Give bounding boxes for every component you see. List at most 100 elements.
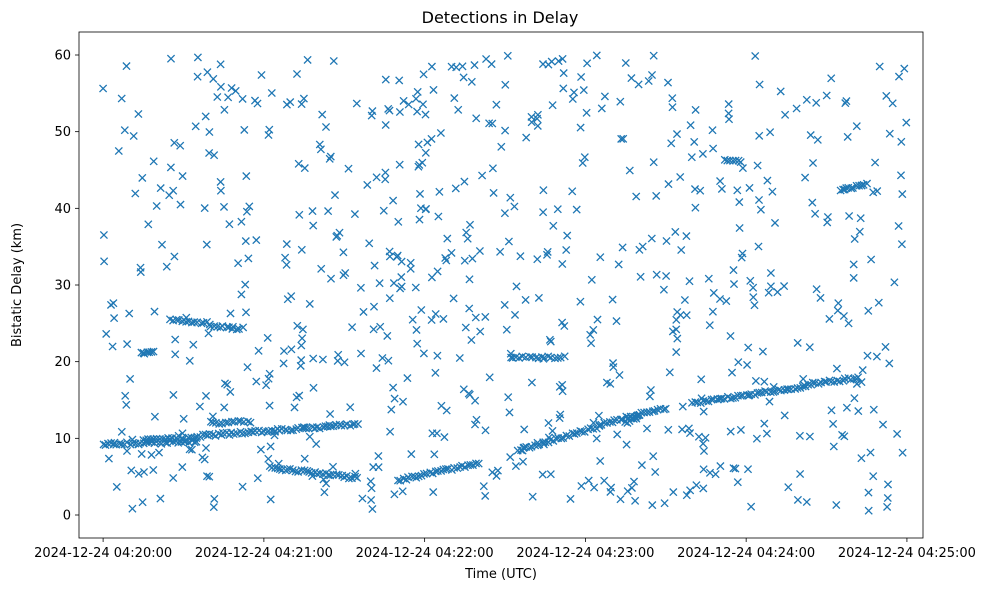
detection-marker (645, 392, 654, 401)
detection-marker (274, 459, 283, 468)
y-tick-label: 50 (54, 125, 71, 140)
detection-marker (548, 101, 557, 110)
detection-marker (442, 256, 451, 265)
detection-marker (374, 463, 383, 472)
detection-marker (195, 402, 204, 411)
detection-marker (812, 98, 821, 107)
detection-marker (359, 307, 368, 316)
detection-marker (890, 278, 899, 287)
detection-marker (708, 126, 717, 135)
detection-marker (231, 86, 240, 95)
detection-marker (385, 294, 394, 303)
detection-marker (864, 506, 873, 515)
detection-marker (227, 83, 236, 93)
detection-marker (309, 383, 318, 392)
detection-marker (501, 80, 510, 89)
detection-marker (854, 407, 863, 416)
detection-marker (699, 446, 709, 456)
detection-marker (527, 112, 536, 121)
detection-marker (308, 207, 317, 216)
detection-marker (398, 487, 407, 496)
detection-marker (897, 240, 906, 249)
detection-marker (418, 158, 427, 167)
detection-marker (185, 356, 194, 365)
detection-marker (126, 374, 135, 383)
detection-marker (185, 445, 194, 454)
detection-marker (110, 314, 119, 323)
detection-marker (808, 158, 818, 168)
detection-marker (736, 425, 745, 434)
detection-marker (369, 302, 379, 311)
detection-marker (122, 400, 131, 409)
detection-marker (298, 334, 307, 343)
detection-marker (128, 504, 137, 513)
detection-marker (539, 354, 548, 363)
detection-marker (563, 231, 572, 240)
detection-marker (375, 279, 384, 288)
detection-marker (367, 495, 376, 505)
detection-marker (750, 301, 759, 310)
detection-marker (351, 469, 360, 478)
detection-marker (488, 164, 497, 173)
detection-marker (765, 397, 774, 406)
detection-marker (649, 51, 658, 60)
detection-marker (187, 445, 196, 454)
detection-marker (427, 62, 436, 71)
detection-marker (744, 343, 753, 352)
detection-marker (406, 258, 415, 267)
detection-marker (414, 140, 423, 149)
detection-marker (226, 309, 235, 318)
detection-marker (729, 464, 738, 473)
detection-marker (470, 61, 479, 70)
detection-marker (832, 364, 841, 373)
detection-marker (463, 234, 472, 243)
detection-marker (746, 276, 755, 285)
detection-marker (404, 100, 413, 109)
detection-marker (691, 203, 700, 212)
detection-marker (668, 94, 677, 103)
detection-marker (577, 481, 586, 491)
detection-marker (768, 187, 777, 196)
detection-marker (558, 259, 567, 269)
detection-marker (864, 488, 873, 497)
detection-marker (458, 62, 467, 71)
detection-marker (764, 288, 773, 297)
detection-marker (902, 118, 911, 127)
detection-marker (370, 261, 379, 270)
detection-marker (318, 110, 327, 119)
detection-marker (850, 234, 859, 244)
detection-marker (652, 191, 661, 200)
detection-marker (381, 175, 390, 184)
detection-marker (539, 440, 548, 449)
detection-marker (784, 385, 793, 394)
detection-marker (169, 473, 178, 483)
detection-marker (395, 160, 404, 169)
detection-marker (680, 295, 689, 305)
detection-marker (418, 100, 428, 109)
detection-marker (208, 412, 217, 421)
detection-marker (857, 378, 866, 387)
detection-marker (883, 480, 893, 489)
detection-marker (326, 471, 335, 480)
detection-marker (500, 209, 509, 218)
detection-marker (346, 403, 355, 412)
detection-marker (755, 131, 764, 140)
detection-marker (731, 464, 740, 473)
detection-marker (760, 419, 769, 428)
detection-marker (898, 190, 907, 199)
detection-marker (344, 164, 353, 173)
detection-marker (376, 322, 385, 331)
detection-marker (796, 469, 805, 479)
detection-marker (305, 299, 314, 308)
detection-marker (147, 450, 156, 459)
detection-marker (632, 192, 641, 201)
detection-marker (413, 87, 422, 96)
detection-marker (292, 393, 301, 402)
detection-marker (784, 483, 793, 492)
detection-marker (619, 134, 628, 143)
detection-marker (548, 426, 557, 435)
detection-marker (699, 465, 708, 474)
detection-marker (226, 387, 235, 396)
detection-marker (411, 283, 420, 292)
detection-marker (504, 237, 513, 246)
